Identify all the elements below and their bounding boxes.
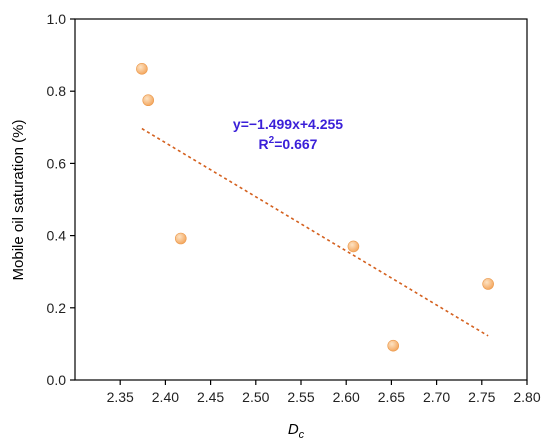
x-tick-label: 2.35 xyxy=(107,389,134,405)
x-tick-label: 2.50 xyxy=(242,389,269,405)
y-tick-label: 1.0 xyxy=(47,11,67,27)
data-point xyxy=(482,278,494,290)
trend-line xyxy=(141,127,489,337)
x-axis-title-subscript: c xyxy=(299,429,305,441)
data-point xyxy=(174,232,187,245)
y-tick-label: 0.2 xyxy=(47,300,67,316)
y-tick-label: 0.4 xyxy=(47,228,67,244)
data-point xyxy=(387,339,400,352)
data-point xyxy=(347,240,360,253)
y-axis-title: Mobile oil saturation (%) xyxy=(10,120,27,281)
y-ticks: 0.0 0.2 0.4 0.6 0.8 1.0 xyxy=(47,11,75,388)
x-ticks: 2.35 2.40 2.45 2.50 2.55 2.60 2.65 2.70 2.75 2.80 xyxy=(107,380,541,405)
x-tick-label: 2.70 xyxy=(423,389,450,405)
data-points xyxy=(136,63,494,352)
y-tick-label: 0.0 xyxy=(47,372,67,388)
r-squared-superscript: 2 xyxy=(269,135,275,146)
x-axis-title: Dc xyxy=(288,421,305,441)
x-tick-label: 2.80 xyxy=(513,389,540,405)
regression-equation: y=−1.499x+4.255 xyxy=(233,116,343,132)
plot-frame xyxy=(74,18,528,381)
r-squared: R2=0.667 xyxy=(259,135,318,152)
r-squared-prefix: R xyxy=(259,136,269,152)
x-axis-title-main: D xyxy=(288,421,299,438)
x-tick-label: 2.65 xyxy=(378,389,405,405)
r-squared-value: =0.667 xyxy=(274,136,317,152)
data-point xyxy=(142,94,155,107)
x-tick-label: 2.45 xyxy=(197,389,224,405)
x-tick-label: 2.40 xyxy=(152,389,179,405)
y-tick-label: 0.6 xyxy=(47,155,67,171)
data-point xyxy=(136,63,148,75)
x-tick-label: 2.55 xyxy=(287,389,314,405)
x-tick-label: 2.75 xyxy=(468,389,495,405)
y-tick-label: 0.8 xyxy=(47,83,67,99)
x-tick-label: 2.60 xyxy=(333,389,360,405)
